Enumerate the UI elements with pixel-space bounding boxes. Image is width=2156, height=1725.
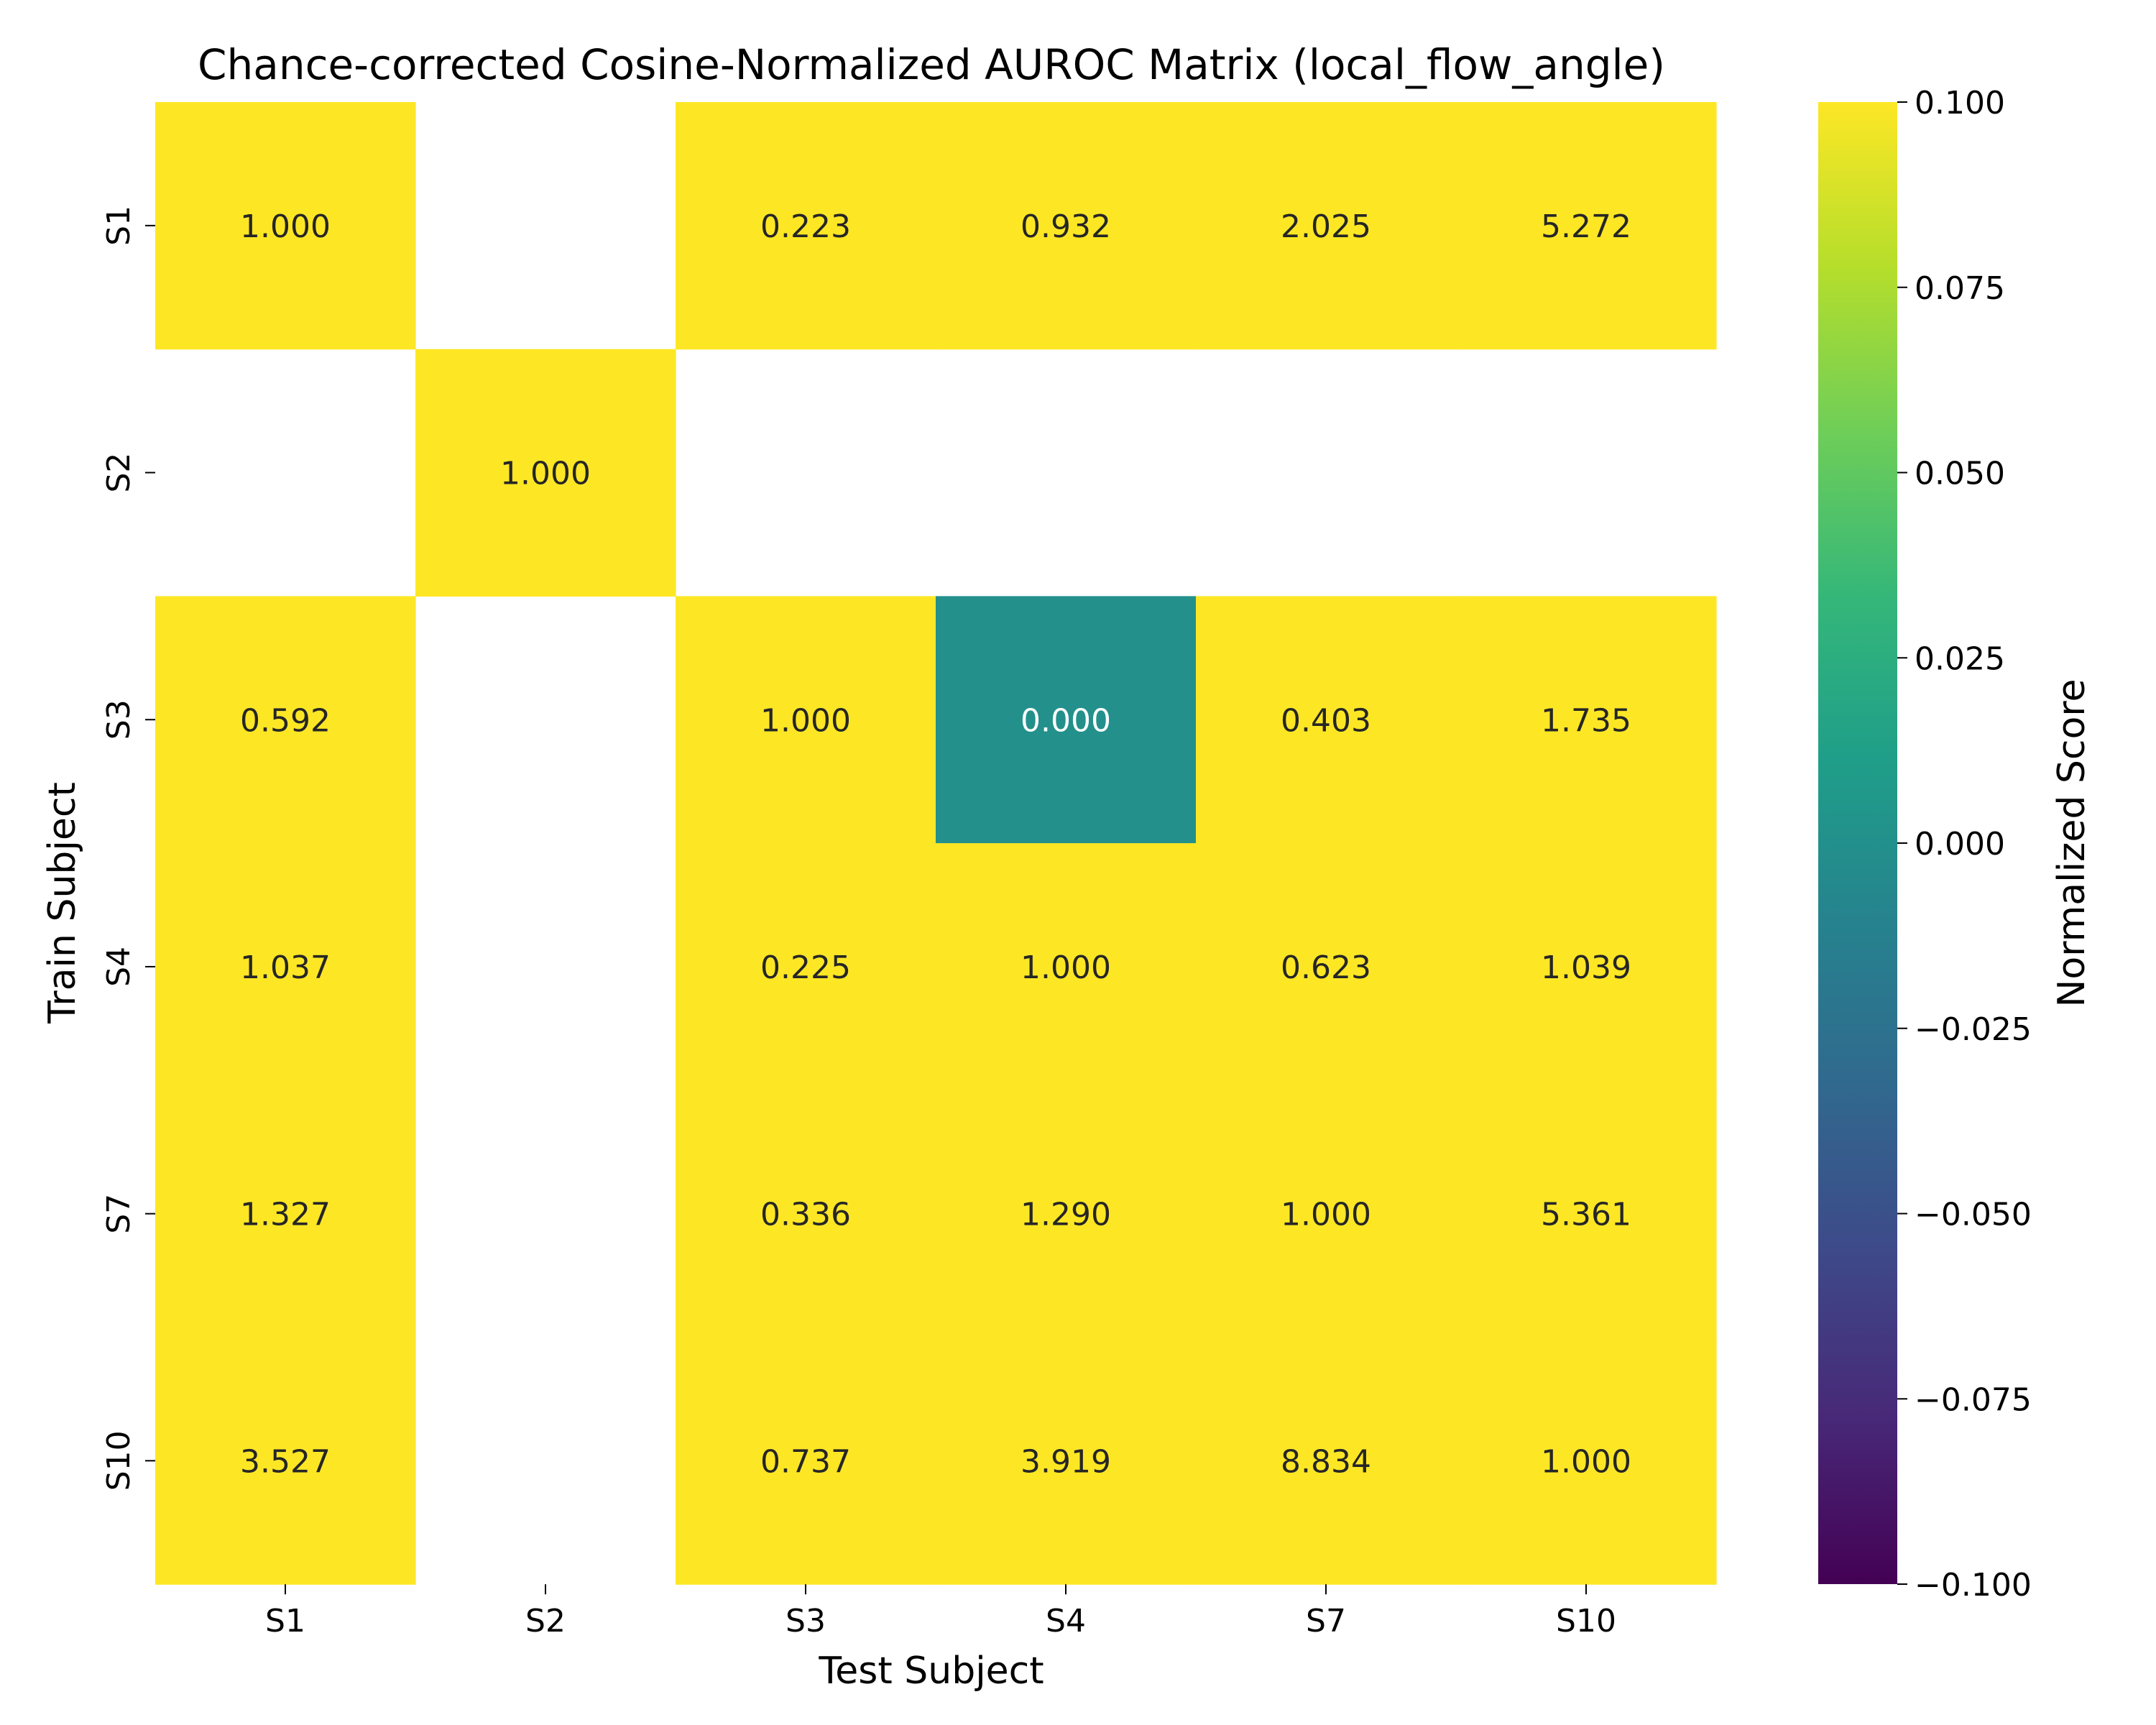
cell-s1-s1 — [155, 102, 416, 350]
colorbar-tick-label: 0.050 — [1915, 456, 2005, 492]
cell-s1-s1-label: 1.000 — [240, 208, 331, 245]
colorbar-tick-label: 0.000 — [1915, 826, 2005, 862]
y-axis: S1 S2 S3 S4 S7 S10 — [101, 206, 155, 1491]
x-tick-label-s1: S1 — [265, 1603, 305, 1639]
cell-s4-s7-label: 0.623 — [1281, 949, 1371, 986]
colorbar-tick-label: −0.050 — [1915, 1197, 2032, 1233]
cell-s3-s1-label: 0.592 — [240, 702, 331, 739]
cell-s4-s3 — [676, 843, 936, 1091]
x-tick-label-s3: S3 — [786, 1603, 826, 1639]
cell-s3-s4 — [936, 596, 1197, 844]
cell-s1-s10-label: 5.272 — [1541, 208, 1631, 245]
colorbar-gradient — [1818, 102, 1897, 1584]
cell-s10-s7-label: 8.834 — [1281, 1443, 1371, 1480]
cell-s4-s1 — [155, 843, 416, 1091]
cell-s7-s4-label: 1.290 — [1021, 1197, 1111, 1233]
cell-s2-s2 — [415, 349, 676, 597]
cell-s1-s4 — [936, 102, 1197, 350]
cell-s1-s3-label: 0.223 — [760, 208, 851, 245]
cell-s10-s10 — [1456, 1337, 1717, 1585]
cell-s10-s4 — [936, 1337, 1197, 1585]
x-tick-label-s2: S2 — [525, 1603, 566, 1639]
cell-s10-s3 — [676, 1337, 936, 1585]
colorbar-tick-label: −0.025 — [1915, 1011, 2032, 1048]
cell-s1-s7-label: 2.025 — [1281, 208, 1371, 245]
cell-s10-s3-label: 0.737 — [760, 1443, 851, 1480]
cell-s3-s1 — [155, 596, 416, 844]
cell-s1-s7 — [1196, 102, 1457, 350]
cell-s4-s10-label: 1.039 — [1541, 949, 1631, 986]
y-tick-label-s2: S2 — [101, 453, 137, 493]
x-tick-label-s4: S4 — [1046, 1603, 1086, 1639]
y-tick-label-s3: S3 — [101, 699, 137, 740]
x-axis-label: Test Subject — [818, 1650, 1044, 1693]
x-axis: S1 S2 S3 S4 S7 S10 — [265, 1584, 1616, 1639]
cell-s4-s7 — [1196, 843, 1457, 1091]
cell-s4-s3-label: 0.225 — [760, 949, 851, 986]
colorbar-tick-label: −0.100 — [1915, 1567, 2032, 1604]
y-tick-label-s7: S7 — [101, 1194, 137, 1234]
cell-s3-s4-label: 0.000 — [1021, 702, 1111, 739]
cell-s10-s10-label: 1.000 — [1541, 1443, 1631, 1480]
x-tick-label-s7: S7 — [1306, 1603, 1346, 1639]
cell-s3-s7 — [1196, 596, 1457, 844]
colorbar-label: Normalized Score — [2050, 678, 2093, 1007]
colorbar-tick-label: −0.075 — [1915, 1381, 2032, 1418]
cell-s7-s3 — [676, 1090, 936, 1338]
cell-s7-s10-label: 5.361 — [1541, 1197, 1631, 1233]
cell-s1-s4-label: 0.932 — [1021, 208, 1111, 245]
cell-s7-s4 — [936, 1090, 1197, 1338]
y-tick-label-s10: S10 — [101, 1430, 137, 1491]
cell-s3-s3 — [676, 596, 936, 844]
chart-title: Chance-corrected Cosine-Normalized AUROC… — [198, 40, 1665, 89]
x-tick-label-s10: S10 — [1556, 1603, 1616, 1639]
cell-s7-s1 — [155, 1090, 416, 1338]
heatmap-cells — [155, 102, 1717, 1585]
cell-s4-s1-label: 1.037 — [240, 949, 331, 986]
cell-s4-s10 — [1456, 843, 1717, 1091]
cell-s7-s1-label: 1.327 — [240, 1197, 331, 1233]
cell-s3-s10 — [1456, 596, 1717, 844]
colorbar-tick-label: 0.075 — [1915, 270, 2005, 307]
cell-s2-s2-label: 1.000 — [500, 456, 591, 492]
cell-s4-s4 — [936, 843, 1197, 1091]
colorbar-tick-label: 0.100 — [1915, 85, 2005, 121]
cell-s3-s10-label: 1.735 — [1541, 702, 1631, 739]
y-axis-label: Train Subject — [41, 782, 84, 1024]
cell-s10-s1-label: 3.527 — [240, 1443, 331, 1480]
cell-s4-s4-label: 1.000 — [1021, 949, 1111, 986]
cell-s3-s3-label: 1.000 — [760, 702, 851, 739]
cell-s10-s7 — [1196, 1337, 1457, 1585]
y-tick-label-s1: S1 — [101, 206, 137, 246]
cell-s7-s7 — [1196, 1090, 1457, 1338]
cell-s1-s3 — [676, 102, 936, 350]
cell-s7-s7-label: 1.000 — [1281, 1197, 1371, 1233]
y-tick-label-s4: S4 — [101, 947, 137, 987]
cell-s10-s1 — [155, 1337, 416, 1585]
colorbar-tick-label: 0.025 — [1915, 640, 2005, 677]
heatmap-annotations: 1.000 0.223 0.932 2.025 5.272 1.000 0.592 1.000… — [240, 208, 1631, 1481]
colorbar: 0.100 0.075 0.050 0.025 0.000 −0.025 −0.050 −0.… — [1818, 85, 2032, 1604]
cell-s7-s10 — [1456, 1090, 1717, 1338]
cell-s10-s4-label: 3.919 — [1021, 1443, 1111, 1480]
cell-s3-s7-label: 0.403 — [1281, 702, 1371, 739]
cell-s7-s3-label: 0.336 — [760, 1197, 851, 1233]
cell-s1-s10 — [1456, 102, 1717, 350]
